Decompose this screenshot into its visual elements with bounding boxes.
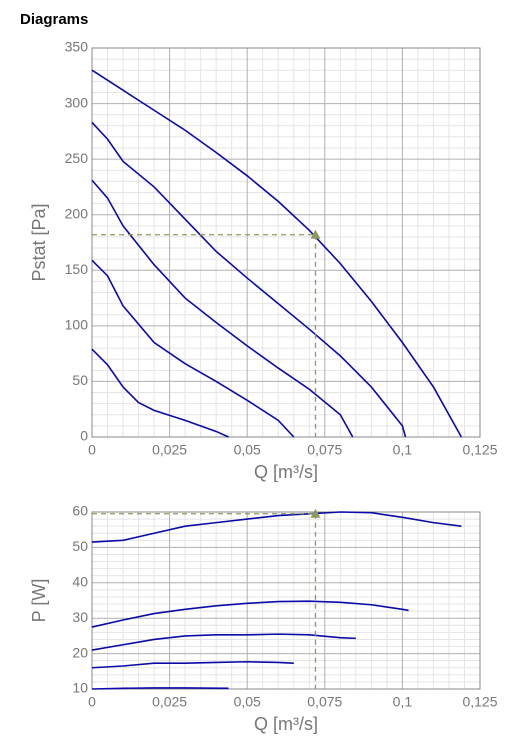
x-tick-label: 0,125 — [462, 442, 497, 458]
y-tick-label: 30 — [72, 609, 88, 625]
x-tick-label: 0,025 — [152, 442, 187, 458]
x-tick-label: 0 — [88, 694, 96, 710]
operating-point — [310, 229, 321, 239]
curve — [91, 660, 294, 669]
y-tick-label: 20 — [72, 644, 88, 660]
x-axis-label: Q [m³/s] — [254, 714, 318, 734]
x-axis-label: Q [m³/s] — [254, 462, 318, 482]
x-tick-label: 0,05 — [234, 694, 261, 710]
y-tick-label: 150 — [65, 261, 89, 277]
plot-frame — [91, 511, 481, 690]
y-tick-label: 50 — [72, 372, 88, 388]
curve — [91, 348, 229, 438]
y-tick-label: 40 — [72, 574, 88, 590]
y-tick-label: 350 — [65, 39, 89, 55]
curve — [91, 687, 229, 690]
x-tick-label: 0,1 — [393, 694, 413, 710]
curve — [91, 511, 462, 543]
y-tick-label: 300 — [65, 94, 89, 110]
curve — [91, 69, 463, 438]
x-tick-label: 0,075 — [307, 442, 342, 458]
curve — [91, 121, 407, 438]
x-tick-label: 0,05 — [234, 442, 261, 458]
x-tick-label: 0,075 — [307, 694, 342, 710]
y-tick-label: 200 — [65, 205, 89, 221]
plot-frame — [91, 47, 481, 438]
x-tick-label: 0,1 — [393, 442, 413, 458]
y-tick-label: 10 — [72, 680, 88, 696]
y-tick-label: 60 — [72, 503, 88, 519]
curve — [91, 179, 354, 438]
curve — [91, 633, 356, 651]
curve — [91, 259, 295, 438]
y-tick-label: 250 — [65, 150, 89, 166]
heading: Diagrams — [20, 11, 88, 28]
y-tick-label: 50 — [72, 538, 88, 554]
y-tick-label: 100 — [65, 317, 89, 333]
x-tick-label: 0,025 — [152, 694, 187, 710]
x-tick-label: 0,125 — [462, 694, 497, 710]
x-tick-label: 0 — [88, 442, 96, 458]
y-tick-label: 0 — [80, 428, 88, 444]
y-axis-label: P [W] — [29, 579, 49, 623]
y-axis-label: Pstat [Pa] — [29, 203, 49, 281]
curve — [91, 600, 409, 628]
operating-point — [310, 508, 321, 518]
